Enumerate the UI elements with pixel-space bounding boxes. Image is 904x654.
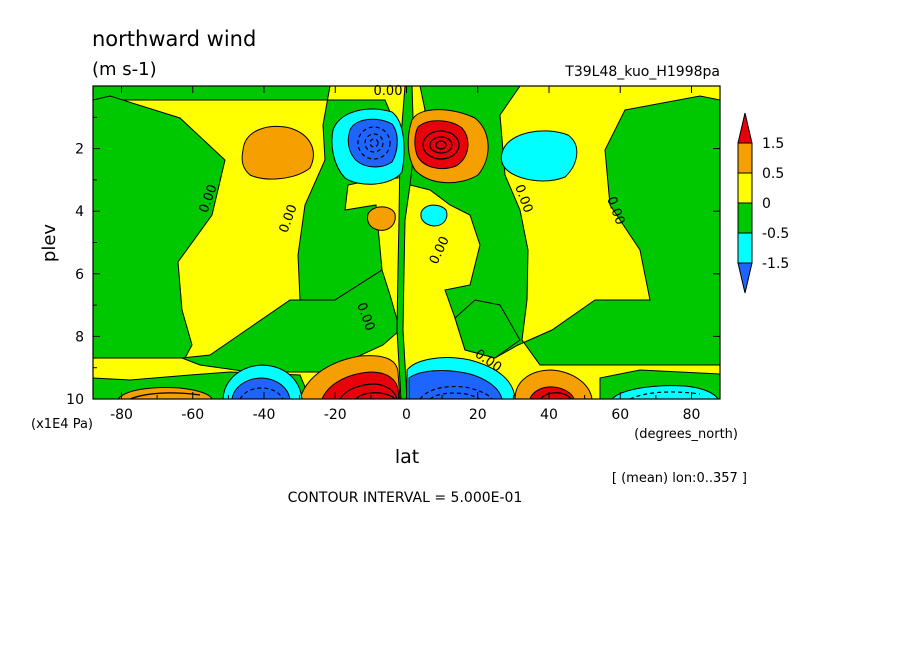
y-axis-title: plev [39,224,60,263]
negative-weak-region-south-polar [93,95,226,359]
x-axis: -80 -60 -40 -20 0 20 40 60 80 [110,86,700,423]
x-tick-label: 80 [683,407,701,423]
colorbar-label: 0.5 [762,166,784,182]
y-tick-label: 10 [66,392,84,408]
positive-core-north-upper [414,120,469,169]
colorbar-label: 0 [762,196,771,212]
core-contour-lines [129,126,701,399]
x-tick-label: -40 [253,407,276,423]
chart-title: northward wind [92,27,256,51]
negative-core-north-low [408,370,503,399]
contour-interval-note: CONTOUR INTERVAL = 5.000E-01 [288,490,523,506]
colorbar-swatch [737,142,753,174]
y-units-label: (x1E4 Pa) [31,417,93,432]
y-tick-label: 6 [75,267,84,283]
colorbar-swatch [737,262,753,294]
x-tick-label: 20 [469,407,487,423]
x-tick-label: 0 [402,407,411,423]
positive-cell-north-low [514,369,593,399]
positive-cell-south-upper [241,125,314,180]
y-tick-label: 2 [75,142,84,158]
x-tick-label: -60 [181,407,204,423]
colorbar-swatch [737,202,753,234]
y-axis: 2 4 6 8 10 [66,116,720,408]
colorbar-label: -1.5 [762,256,789,272]
x-tick-label: -20 [324,407,347,423]
x-tick-label: 60 [611,407,629,423]
x-axis-title: lat [395,446,419,468]
negative-cell-north-mid [420,204,448,227]
colorbar-swatch [737,172,753,204]
negative-weak-region-eastern-band [454,299,521,359]
y-tick-label: 4 [75,204,84,220]
colorbar-swatch [737,112,753,144]
colorbar: 1.5 0.5 0 -0.5 -1.5 [737,112,789,294]
experiment-label: T39L48_kuo_H1998pa [564,64,720,80]
negative-cell-north-upper [500,130,578,182]
averaging-note: [ (mean) lon:0..357 ] [612,471,747,486]
colorbar-swatch [737,232,753,264]
x-units-label: (degrees_north) [634,427,738,442]
contour-plot [93,86,720,399]
colorbar-label: -0.5 [762,226,789,242]
x-tick-label: -80 [110,407,133,423]
y-tick-label: 8 [75,329,84,345]
colorbar-label: 1.5 [762,136,784,152]
zero-label: 0.00 [374,84,403,99]
positive-cell-south-mid [367,206,396,231]
x-tick-label: 40 [540,407,558,423]
chart-units: (m s-1) [92,59,157,80]
